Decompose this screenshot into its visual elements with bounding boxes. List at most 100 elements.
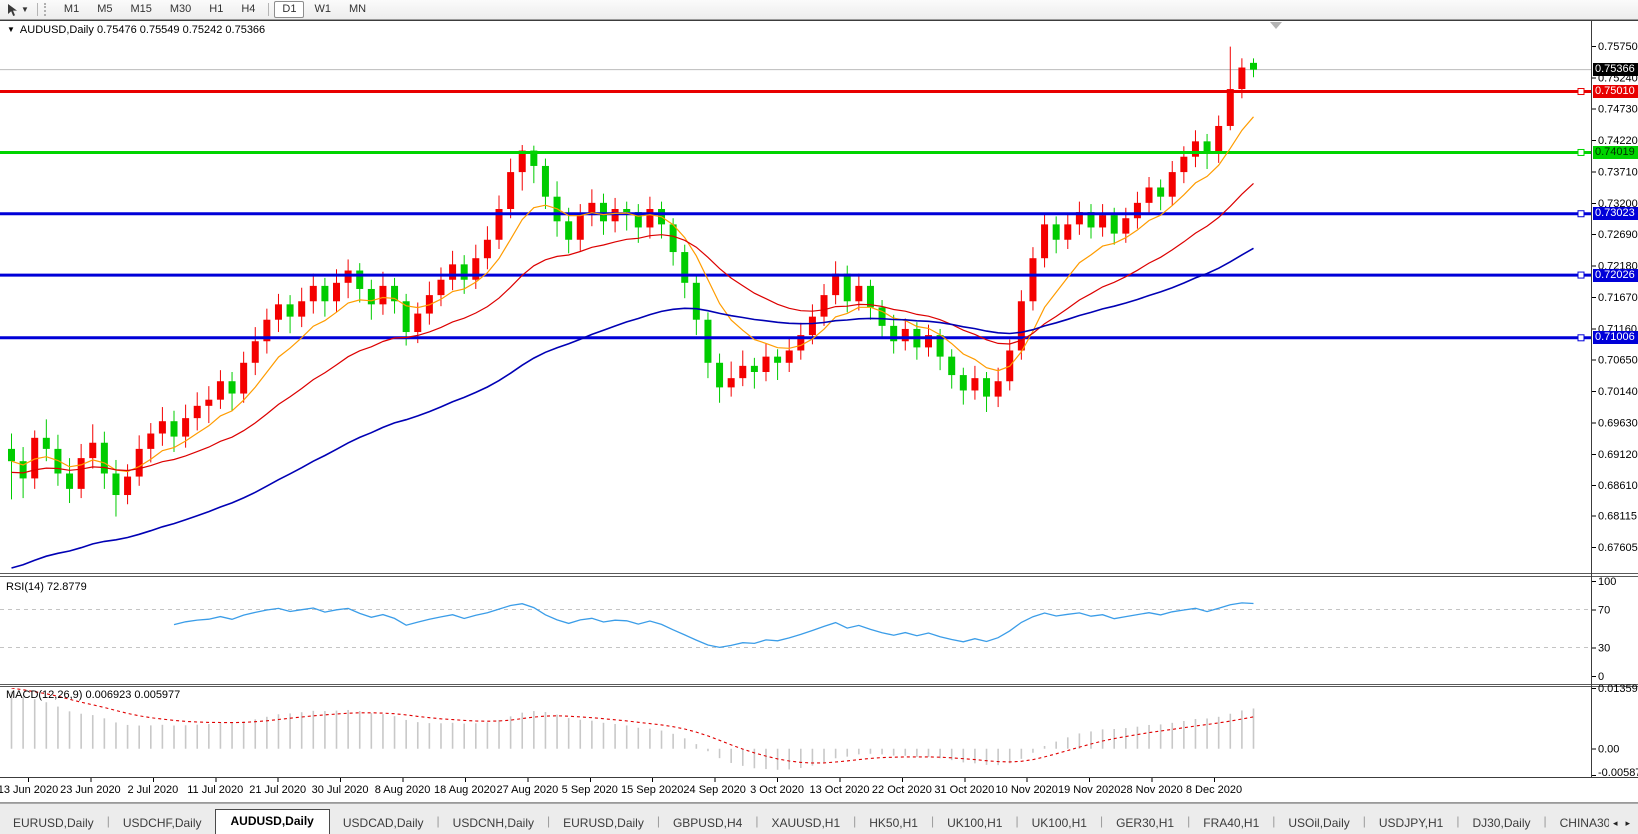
symbol-tab-usdchf-daily[interactable]: USDCHF,Daily	[122, 816, 202, 830]
top-toolbar: ▼ M1 M5 M15 M30 H1 H4 D1 W1 MN	[0, 0, 1638, 20]
level-badge-0.74019: 0.74019	[1593, 145, 1638, 159]
svg-text:0.70140: 0.70140	[1598, 386, 1638, 398]
svg-text:3 Oct 2020: 3 Oct 2020	[750, 784, 804, 796]
tab-separator: |	[436, 814, 440, 828]
timeframe-button-m15[interactable]: M15	[130, 3, 152, 15]
symbol-tab-audusd-daily[interactable]: AUDUSD,Daily	[214, 809, 330, 834]
symbol-tab-usdjpy-h1[interactable]: USDJPY,H1	[1378, 816, 1444, 830]
tab-scroll-left-icon[interactable]: ◂	[1612, 818, 1618, 828]
tab-separator: |	[930, 814, 935, 828]
chart-shift-marker-icon[interactable]	[1270, 22, 1282, 29]
svg-text:28 Nov 2020: 28 Nov 2020	[1120, 784, 1182, 796]
tab-separator: |	[1543, 814, 1547, 828]
svg-text:13 Jun 2020: 13 Jun 2020	[0, 784, 58, 796]
svg-text:0.70650: 0.70650	[1598, 355, 1638, 367]
symbol-tab-hk50-h1[interactable]: HK50,H1	[869, 816, 918, 830]
svg-text:0.69630: 0.69630	[1598, 417, 1638, 429]
current-price-badge: 0.75366	[1593, 63, 1638, 77]
timeframe-button-mn[interactable]: MN	[348, 3, 367, 15]
svg-text:19 Nov 2020: 19 Nov 2020	[1058, 784, 1120, 796]
symbol-tab-eurusd-daily[interactable]: EURUSD,Daily	[563, 816, 644, 830]
svg-text:18 Aug 2020: 18 Aug 2020	[434, 784, 496, 796]
symbol-tab-eurusd-daily[interactable]: EURUSD,Daily	[13, 816, 94, 830]
level-badge-0.72026: 0.72026	[1593, 268, 1638, 282]
svg-text:13 Oct 2020: 13 Oct 2020	[810, 784, 870, 796]
symbol-tab-usoil-daily[interactable]: USOil,Daily	[1288, 816, 1350, 830]
tab-separator: |	[853, 814, 857, 828]
tab-separator: |	[1187, 814, 1191, 828]
level-badge-0.73023: 0.73023	[1593, 207, 1638, 221]
timeframe-button-w1[interactable]: W1	[314, 3, 331, 15]
svg-text:0.74730: 0.74730	[1598, 104, 1638, 116]
svg-text:30: 30	[1598, 643, 1610, 655]
timeframe-button-m1[interactable]: M1	[63, 3, 80, 15]
ma-line-55	[11, 247, 1254, 569]
timeframe-button-d1[interactable]: D1	[274, 1, 305, 18]
chart-canvas[interactable]: 0.757500.752400.747300.742200.737100.732…	[0, 0, 1638, 803]
symbol-tabbar: EURUSD,Daily | USDCHF,Daily AUDUSD,Daily USD…	[0, 803, 1638, 834]
hline-handle[interactable]	[1577, 271, 1585, 279]
rsi-panel[interactable]	[0, 602, 1591, 649]
svg-text:30 Jul 2020: 30 Jul 2020	[312, 784, 369, 796]
svg-text:8 Dec 2020: 8 Dec 2020	[1186, 784, 1242, 796]
level-badge-0.75010: 0.75010	[1593, 85, 1638, 99]
symbol-tab-fra40-h1[interactable]: FRA40,H1	[1203, 816, 1260, 830]
svg-text:24 Sep 2020: 24 Sep 2020	[683, 784, 745, 796]
hline-handle[interactable]	[1577, 148, 1585, 156]
svg-text:0.013593: 0.013593	[1598, 683, 1638, 695]
price-axis[interactable]: 0.757500.752400.747300.742200.737100.732…	[1598, 41, 1638, 779]
hline-handle[interactable]	[1577, 334, 1585, 342]
cursor-tool-dropdown-icon[interactable]: ▼	[21, 5, 29, 14]
tab-separator: |	[1456, 814, 1460, 828]
symbol-tab-gbpusd-h4[interactable]: GBPUSD,H4	[672, 816, 743, 830]
svg-text:2 Jul 2020: 2 Jul 2020	[127, 784, 178, 796]
symbol-tab-dj30-daily[interactable]: DJ30,Daily	[1472, 816, 1531, 830]
level-badge-0.71006: 0.71006	[1593, 331, 1638, 345]
svg-text:31 Oct 2020: 31 Oct 2020	[934, 784, 994, 796]
price-panel[interactable]	[0, 46, 1591, 569]
svg-text:0.00: 0.00	[1598, 744, 1619, 756]
svg-text:11 Jul 2020: 11 Jul 2020	[187, 784, 243, 796]
hline-handle[interactable]	[1577, 88, 1585, 96]
collapse-indicator-icon[interactable]: ▼	[7, 25, 15, 34]
timeframe-button-m30[interactable]: M30	[169, 3, 192, 15]
toolbar-separator	[268, 3, 270, 16]
svg-text:27 Aug 2020: 27 Aug 2020	[496, 784, 558, 796]
timeframe-button-h4[interactable]: H4	[241, 3, 256, 15]
svg-text:8 Aug 2020: 8 Aug 2020	[375, 784, 431, 796]
timeframe-button-m5[interactable]: M5	[97, 3, 113, 15]
macd-panel[interactable]	[10, 688, 1255, 770]
symbol-tab-usdcnh-daily[interactable]: USDCNH,Daily	[452, 816, 535, 830]
symbol-tab-usdcad-daily[interactable]: USDCAD,Daily	[342, 816, 424, 830]
ma-line-8	[11, 116, 1254, 473]
symbol-tab-uk100-h1[interactable]: UK100,H1	[947, 816, 1003, 830]
svg-text:21 Jul 2020: 21 Jul 2020	[249, 784, 306, 796]
timeframe-button-h1[interactable]: H1	[209, 3, 224, 15]
toolbar-separator	[36, 3, 38, 16]
hline-handle[interactable]	[1577, 210, 1585, 218]
candlesticks[interactable]	[8, 46, 1257, 517]
symbol-tab-china300-h1[interactable]: CHINA300,H1	[1559, 816, 1609, 830]
svg-text:0.68610: 0.68610	[1598, 480, 1638, 492]
tab-separator: |	[656, 814, 660, 828]
svg-text:15 Sep 2020: 15 Sep 2020	[621, 784, 683, 796]
svg-text:0.69120: 0.69120	[1598, 449, 1638, 461]
rsi-indicator-label: RSI(14) 72.8779	[6, 581, 87, 593]
ma-line-22	[11, 182, 1254, 474]
symbol-tab-uk100-h1[interactable]: UK100,H1	[1031, 816, 1087, 830]
tab-scroll-right-icon[interactable]: ▸	[1625, 818, 1630, 828]
tab-separator: |	[1015, 814, 1019, 828]
toolbar-grip-handle[interactable]	[43, 3, 49, 16]
svg-text:0.75750: 0.75750	[1598, 41, 1638, 53]
svg-text:0.71670: 0.71670	[1598, 292, 1638, 304]
svg-text:0.72690: 0.72690	[1598, 229, 1638, 241]
symbol-tab-ger30-h1[interactable]: GER30,H1	[1116, 816, 1175, 830]
tab-separator: |	[755, 814, 759, 828]
time-axis[interactable]: 13 Jun 2020 23 Jun 2020 2 Jul 2020 11 Jul 2…	[0, 784, 1242, 796]
cursor-tool-icon[interactable]	[4, 2, 20, 17]
svg-text:70: 70	[1598, 605, 1610, 617]
svg-text:5 Sep 2020: 5 Sep 2020	[562, 784, 618, 796]
svg-text:0.74220: 0.74220	[1598, 135, 1638, 147]
symbol-tab-xauusd-h1[interactable]: XAUUSD,H1	[771, 816, 841, 830]
